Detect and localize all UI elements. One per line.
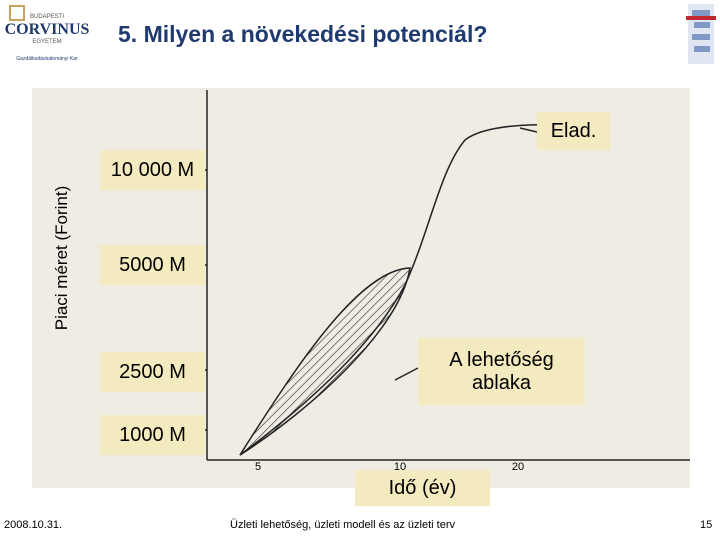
growth-curve xyxy=(239,123,611,456)
footer-subject: Üzleti lehetőség, üzleti modell és az üz… xyxy=(230,519,455,531)
title: 5. Milyen a növekedési potenciál? xyxy=(118,21,487,47)
x-tick-label: 20 xyxy=(512,461,524,473)
y-label: 1000 M xyxy=(100,415,205,455)
logo-name: CORVINUS xyxy=(5,21,90,38)
y-label: 5000 M xyxy=(100,245,205,285)
y-axis-label: Piaci méret (Forint) xyxy=(52,186,71,331)
pointer xyxy=(394,367,419,381)
y-label: 10 000 M xyxy=(100,150,205,190)
y-label: 2500 M xyxy=(100,352,205,392)
x-tick-label: 5 xyxy=(255,461,261,473)
window-area xyxy=(239,267,411,456)
faculty: Gazdálkodástudományi Kar xyxy=(16,56,78,62)
logo-mark xyxy=(9,5,25,21)
window-label: A lehetőség ablaka xyxy=(418,338,585,405)
pointer xyxy=(519,127,538,133)
curve-end-label: Elad. xyxy=(537,112,610,150)
x-axis-label: Idő (év) xyxy=(355,470,490,506)
logo-bottom: EGYETEM xyxy=(32,39,61,45)
footer-date: 2008.10.31. xyxy=(4,519,63,531)
logo-top: BUDAPESTI xyxy=(30,14,64,20)
footer-page: 15 xyxy=(700,519,713,531)
right-logo xyxy=(686,4,716,64)
